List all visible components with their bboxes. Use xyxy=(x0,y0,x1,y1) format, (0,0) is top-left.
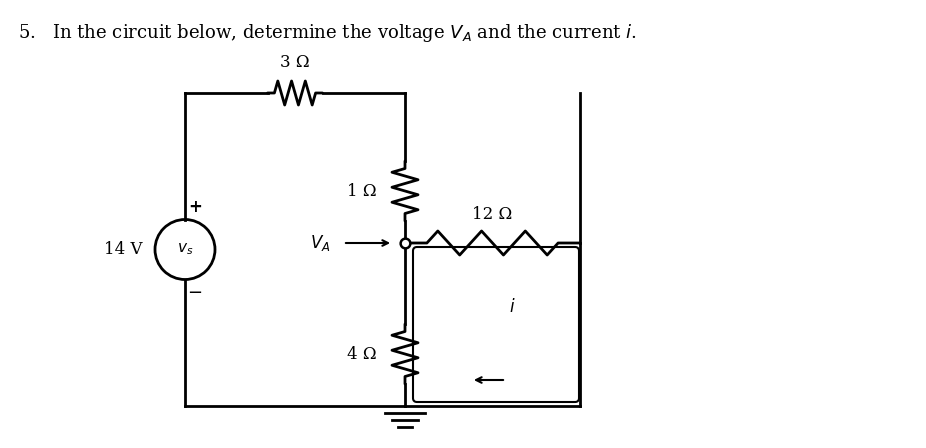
Text: $i$: $i$ xyxy=(508,298,515,316)
Text: 12 Ω: 12 Ω xyxy=(472,206,513,223)
Text: 1 Ω: 1 Ω xyxy=(347,182,377,199)
Text: 14 V: 14 V xyxy=(104,241,143,258)
Text: 5.   In the circuit below, determine the voltage $V_A$ and the current $i$.: 5. In the circuit below, determine the v… xyxy=(18,22,637,44)
Text: 4 Ω: 4 Ω xyxy=(347,345,377,362)
Text: +: + xyxy=(188,198,202,215)
Text: 3 Ω: 3 Ω xyxy=(281,54,310,71)
Text: −: − xyxy=(187,284,203,302)
Text: $V_A$: $V_A$ xyxy=(309,233,331,253)
Text: $v_s$: $v_s$ xyxy=(177,241,194,257)
FancyBboxPatch shape xyxy=(413,247,579,402)
